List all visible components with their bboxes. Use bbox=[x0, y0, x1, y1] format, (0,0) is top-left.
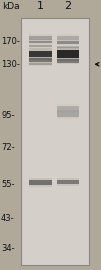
Bar bbox=[57, 180, 79, 184]
Bar bbox=[57, 106, 79, 110]
Text: kDa: kDa bbox=[2, 2, 20, 11]
Bar bbox=[29, 48, 52, 60]
Bar bbox=[57, 46, 79, 48]
Text: 170-: 170- bbox=[1, 37, 20, 46]
Bar bbox=[57, 178, 79, 186]
Bar bbox=[57, 34, 79, 41]
Bar bbox=[57, 107, 79, 119]
Bar bbox=[57, 40, 79, 45]
Bar bbox=[57, 59, 79, 63]
Bar bbox=[29, 34, 52, 42]
Bar bbox=[57, 36, 79, 40]
Text: 55-: 55- bbox=[1, 180, 15, 190]
Bar bbox=[29, 63, 52, 65]
Bar bbox=[57, 47, 79, 61]
Bar bbox=[29, 180, 52, 185]
Text: 72-: 72- bbox=[1, 143, 15, 152]
Text: 43-: 43- bbox=[1, 214, 15, 223]
Bar bbox=[57, 50, 79, 58]
Bar bbox=[29, 45, 52, 47]
Text: 130-: 130- bbox=[1, 60, 20, 69]
Bar bbox=[29, 39, 52, 44]
Bar bbox=[57, 58, 79, 64]
Bar bbox=[57, 41, 79, 43]
Bar bbox=[29, 51, 52, 57]
Text: 2: 2 bbox=[64, 1, 71, 11]
Text: 95-: 95- bbox=[1, 111, 15, 120]
Bar bbox=[29, 178, 52, 187]
Bar bbox=[29, 36, 52, 40]
Text: 1: 1 bbox=[37, 1, 44, 11]
Bar bbox=[57, 104, 79, 112]
Bar bbox=[21, 18, 89, 265]
Bar bbox=[29, 44, 52, 48]
Bar bbox=[57, 110, 79, 117]
Bar bbox=[29, 58, 52, 62]
Bar bbox=[29, 62, 52, 66]
Bar bbox=[29, 40, 52, 43]
Bar bbox=[29, 57, 52, 63]
Bar bbox=[57, 46, 79, 49]
Text: 34-: 34- bbox=[1, 244, 15, 253]
